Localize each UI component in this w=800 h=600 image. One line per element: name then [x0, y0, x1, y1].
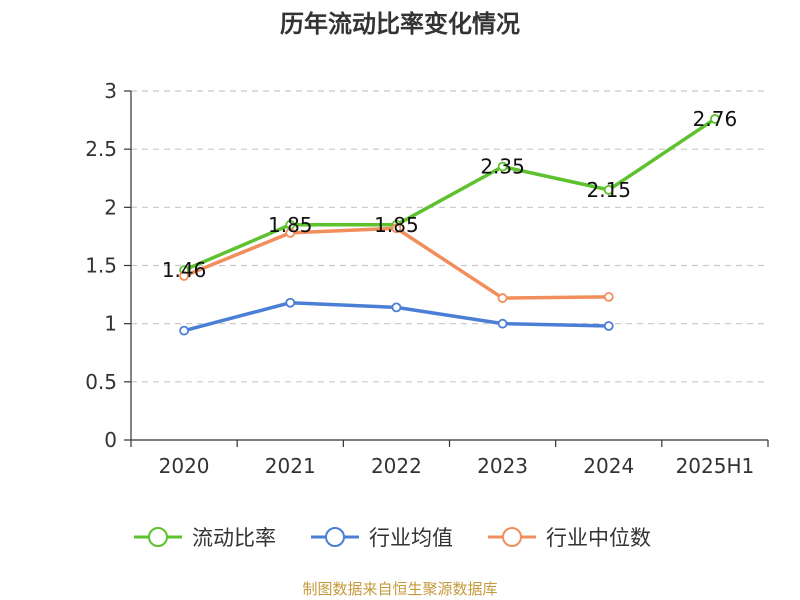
- chart-title: 历年流动比率变化情况: [280, 10, 520, 38]
- y-tick-label: 0: [104, 428, 117, 452]
- series-line: [182, 117, 717, 272]
- data-point: [391, 223, 402, 234]
- data-point: [179, 271, 189, 281]
- legend-label: 行业中位数: [546, 526, 651, 550]
- x-tick-label: 2023: [477, 454, 528, 478]
- y-tick-label: 2.5: [85, 137, 117, 161]
- legend-marker: [148, 527, 168, 547]
- y-tick-label: 1: [104, 312, 117, 336]
- data-label: 1.85: [374, 213, 419, 237]
- legend-label: 行业均值: [369, 526, 453, 550]
- data-point: [603, 321, 614, 331]
- data-point: [285, 297, 296, 308]
- x-tick-label: 2024: [583, 454, 634, 478]
- grid-lines: [131, 90, 768, 383]
- data-label: 2.15: [586, 178, 631, 202]
- axes: 0 0.5 1 1.5 2 2.5 3 2020 2021 2022 2023 2024 2025H1: [85, 79, 769, 478]
- data-point: [285, 228, 296, 238]
- data-point: [710, 114, 720, 124]
- y-tick-label: 0.5: [85, 370, 117, 394]
- data-point: [497, 293, 508, 303]
- legend-marker: [502, 527, 522, 547]
- data-point: [603, 184, 614, 195]
- legend: 流动比率 行业均值 行业中位数: [134, 526, 651, 550]
- x-tick-label: 2021: [265, 454, 316, 478]
- data-label: 2.76: [693, 107, 738, 131]
- data-labels: 1.46 1.85 1.85 2.35 2.15 2.76: [162, 107, 737, 282]
- series-line: [182, 226, 611, 300]
- x-tick-label: 2020: [159, 454, 210, 478]
- y-tick-label: 2: [104, 195, 117, 219]
- data-point: [497, 318, 508, 329]
- data-label: 2.35: [480, 155, 525, 179]
- data-point: [391, 302, 402, 313]
- x-tick-label: 2025H1: [676, 454, 755, 478]
- legend-label: 流动比率: [192, 526, 276, 550]
- y-tick-label: 1.5: [85, 254, 117, 278]
- data-point: [603, 292, 614, 302]
- y-tick-label: 3: [104, 79, 117, 103]
- data-point: [179, 325, 189, 336]
- source-note: 制图数据来自恒生聚源数据库: [302, 580, 498, 598]
- legend-marker: [325, 527, 345, 547]
- series-lines: [179, 114, 720, 336]
- data-point: [497, 161, 508, 172]
- data-label: 1.46: [162, 258, 207, 282]
- data-label: 1.85: [268, 213, 313, 237]
- x-tick-label: 2022: [371, 454, 422, 478]
